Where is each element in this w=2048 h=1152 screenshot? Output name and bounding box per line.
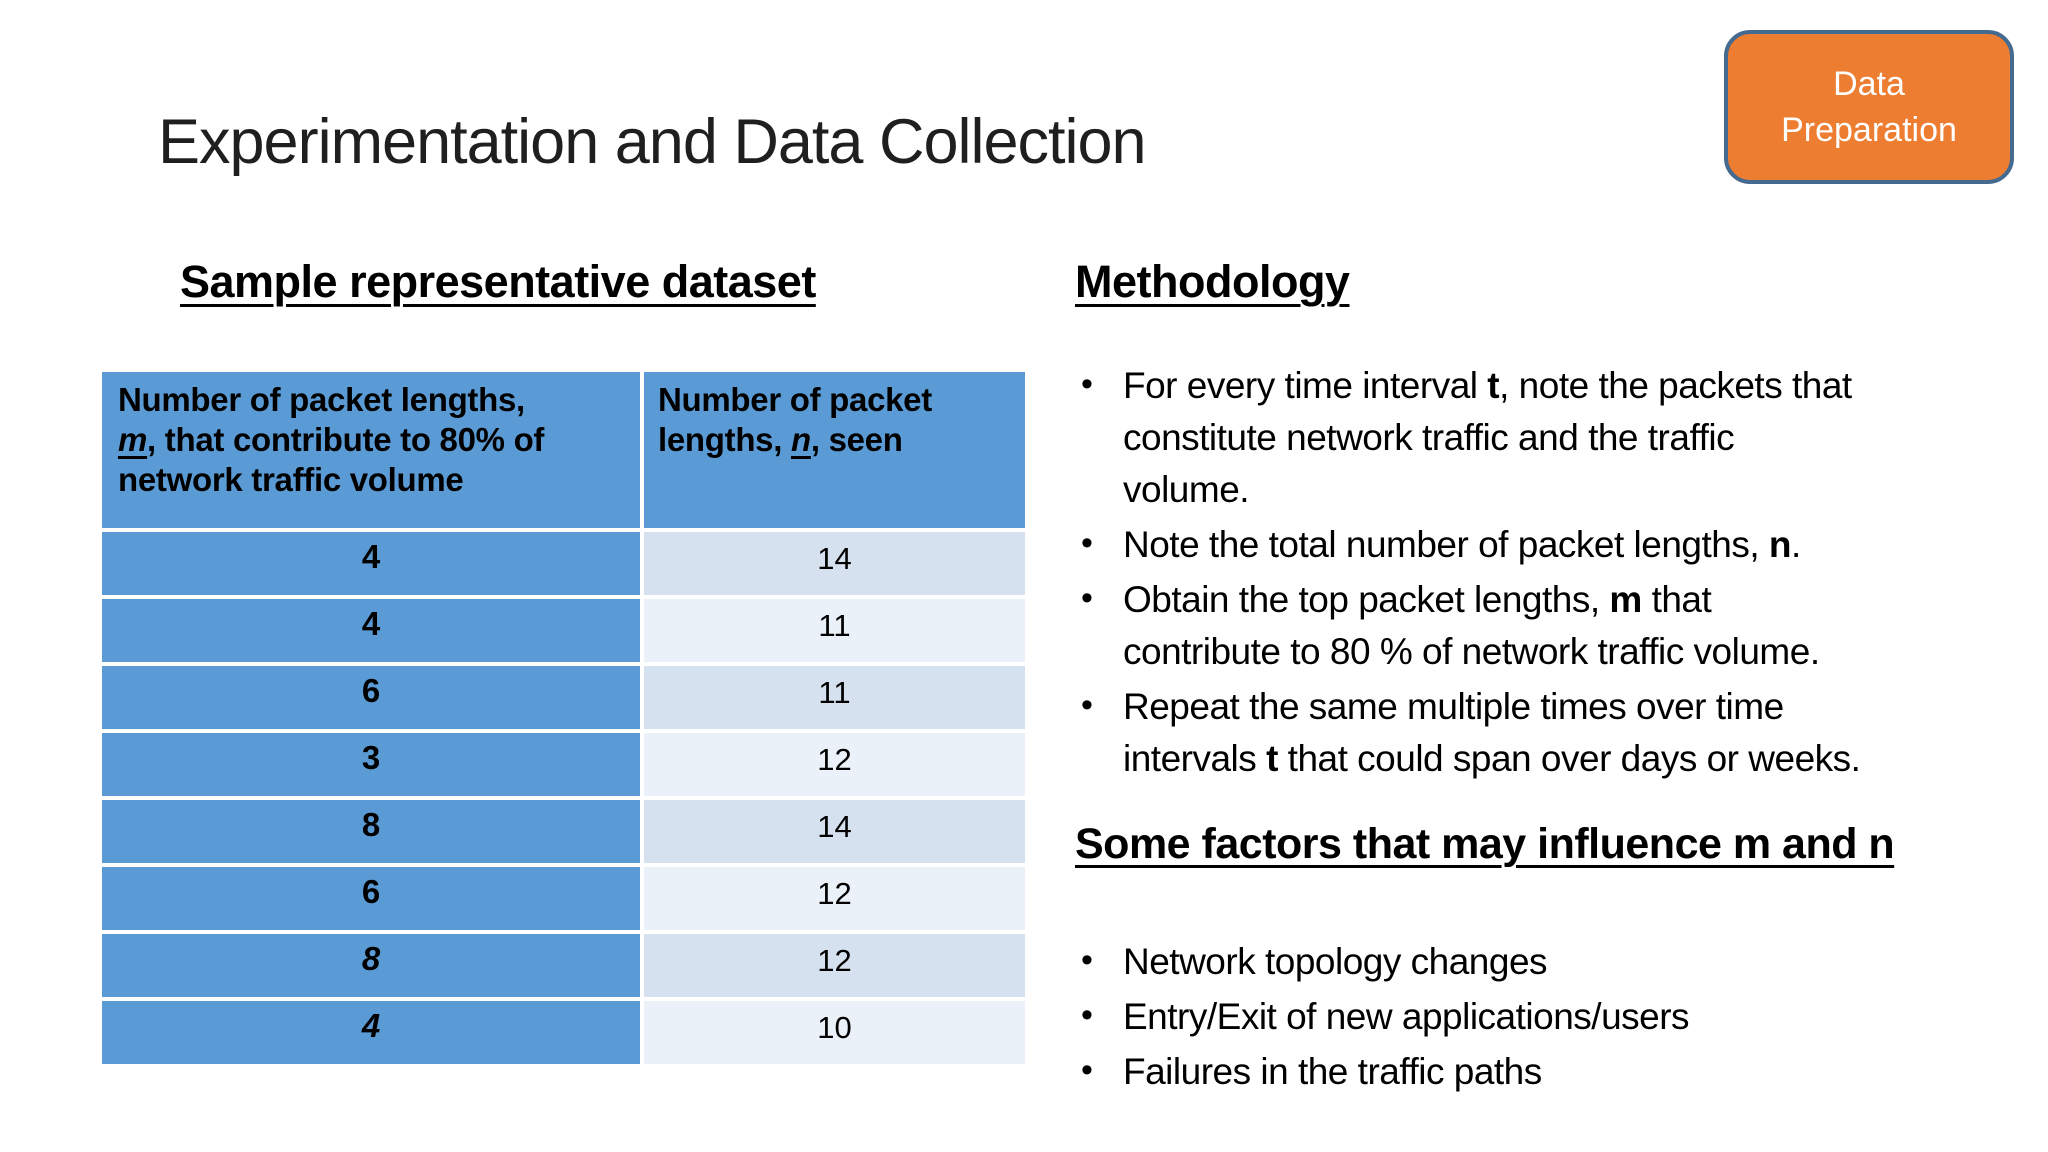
text-segment: n bbox=[1768, 524, 1792, 565]
table-cell-m: 6 bbox=[102, 666, 640, 729]
table-cell-m: 4 bbox=[102, 599, 640, 662]
table-cell-n: 12 bbox=[644, 934, 1025, 997]
text-segment: Note the total number of packet lengths, bbox=[1123, 524, 1769, 565]
page-title: Experimentation and Data Collection bbox=[158, 107, 1147, 177]
bullet-item: Note the total number of packet lengths,… bbox=[1075, 517, 1955, 571]
factors-heading: Some factors that may influence m and n bbox=[1075, 820, 1895, 868]
data-preparation-badge: Data Preparation bbox=[1724, 30, 2014, 184]
text-segment: t bbox=[1487, 365, 1500, 406]
table-header-m: Number of packet lengths, m, that contri… bbox=[102, 372, 640, 528]
table-cell-m: 6 bbox=[102, 867, 640, 930]
text-segment: For every time interval bbox=[1123, 365, 1488, 406]
text-segment: m bbox=[1609, 579, 1642, 620]
text-segment: that contribute to 80 % of network traff… bbox=[1123, 579, 1820, 672]
text-segment: . bbox=[1791, 524, 1801, 565]
bullet-item: Network topology changes bbox=[1075, 934, 1955, 988]
table-cell-n: 11 bbox=[644, 666, 1025, 729]
bullet-item: For every time interval t, note the pack… bbox=[1075, 358, 1955, 516]
table-cell-m: 4 bbox=[102, 1001, 640, 1064]
text-segment: Entry/Exit of new applications/users bbox=[1123, 996, 1690, 1037]
text-segment: t bbox=[1266, 738, 1278, 779]
dataset-heading: Sample representative dataset bbox=[180, 256, 816, 307]
table-cell-n: 11 bbox=[644, 599, 1025, 662]
bullet-item: Obtain the top packet lengths, m that co… bbox=[1075, 572, 1955, 678]
table-cell-m: 4 bbox=[102, 532, 640, 595]
bullet-item: Repeat the same multiple times over time… bbox=[1075, 679, 1955, 785]
text-segment: Repeat the same multiple times over time… bbox=[1123, 686, 1784, 779]
bullet-item: Failures in the traffic paths bbox=[1075, 1044, 1955, 1098]
table-cell-m: 8 bbox=[102, 934, 640, 997]
text-segment: Failures in the traffic paths bbox=[1123, 1051, 1542, 1092]
table-cell-m: 8 bbox=[102, 800, 640, 863]
dataset-table: Number of packet lengths, m, that contri… bbox=[102, 372, 1025, 1064]
factors-list: Network topology changes Entry/Exit of ne… bbox=[1075, 934, 1955, 1101]
methodology-heading: Methodology bbox=[1075, 256, 1350, 307]
text-segment: n bbox=[790, 421, 811, 458]
text-segment: Number of packet lengths, bbox=[658, 381, 932, 458]
table-cell-n: 14 bbox=[644, 532, 1025, 595]
methodology-list: For every time interval t, note the pack… bbox=[1075, 358, 1955, 788]
bullet-item: Entry/Exit of new applications/users bbox=[1075, 989, 1955, 1043]
text-segment: Number of packet lengths, bbox=[118, 381, 525, 418]
table-cell-m: 3 bbox=[102, 733, 640, 796]
text-segment: Obtain the top packet lengths, bbox=[1123, 579, 1610, 620]
table-cell-n: 14 bbox=[644, 800, 1025, 863]
table-cell-n: 12 bbox=[644, 867, 1025, 930]
table-header-n: Number of packet lengths, n, seen bbox=[644, 372, 1025, 528]
text-segment: , seen bbox=[810, 421, 903, 458]
text-segment: that could span over days or weeks. bbox=[1277, 738, 1861, 779]
text-segment: m bbox=[118, 421, 148, 458]
table-cell-n: 12 bbox=[644, 733, 1025, 796]
text-segment: Network topology changes bbox=[1123, 941, 1548, 982]
text-segment: , note the packets that constitute netwo… bbox=[1123, 365, 1852, 510]
table-cell-n: 10 bbox=[644, 1001, 1025, 1064]
text-segment: , that contribute to 80% of network traf… bbox=[118, 421, 545, 498]
